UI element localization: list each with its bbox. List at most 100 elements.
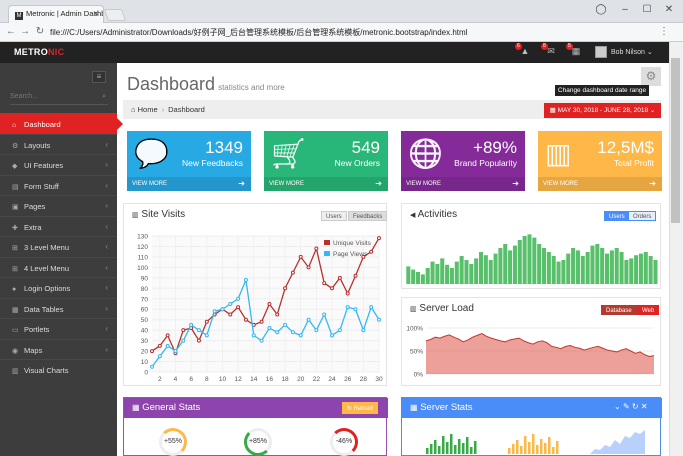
database-button[interactable]: Database <box>601 305 637 315</box>
y-tick-label: 30 <box>141 338 149 345</box>
sidebar-item-4-level-menu[interactable]: ⊞ 4 Level Menu ‹ <box>0 256 117 278</box>
user-menu[interactable]: Bob Nilson ⌄ <box>611 48 653 56</box>
sidebar-item-visual-charts[interactable]: ▥ Visual Charts <box>0 359 117 380</box>
sidebar-item-layouts[interactable]: ⚙ Layouts ‹ <box>0 133 117 155</box>
activities-portlet: ◀ Activities Users Orders <box>401 203 661 289</box>
avatar[interactable] <box>595 46 607 58</box>
browser-tab[interactable]: M Metronic | Admin Dashb ✕ <box>8 5 104 23</box>
view-more-link[interactable]: VIEW MORE ➔ <box>264 177 388 191</box>
sidebar-item-login-options[interactable]: ● Login Options ‹ <box>0 277 117 298</box>
x-tick-label: 24 <box>328 376 336 383</box>
scrollbar-thumb[interactable] <box>671 58 680 223</box>
activity-bar <box>580 256 585 284</box>
bar-chart-icon: ▥ <box>410 306 417 313</box>
chevron-left-icon: ‹ <box>105 324 108 333</box>
sparkline-bar <box>516 440 519 454</box>
activity-bar <box>464 260 469 284</box>
general-stats-header: ▦ General Stats <box>124 398 388 418</box>
data-point <box>259 338 264 343</box>
server-load-title-text: Server Load <box>419 303 474 314</box>
date-range-button[interactable]: ▦ MAY 30, 2018 - JUNE 28, 2018 ⌄ <box>544 103 661 118</box>
data-point <box>369 305 374 310</box>
web-button[interactable]: Web <box>637 305 660 315</box>
sidebar-item-ui-features[interactable]: ◆ UI Features ‹ <box>0 154 117 175</box>
gear-icon[interactable]: ⚙ <box>641 67 661 86</box>
activities-orders-button[interactable]: Orders <box>628 211 657 221</box>
y-tick-label: 20 <box>141 349 149 356</box>
activity-bar <box>585 252 590 284</box>
activity-bar <box>508 250 513 284</box>
tile-value: +89% <box>473 138 517 157</box>
minimize-button[interactable]: – <box>622 4 628 15</box>
activity-bar <box>527 234 532 284</box>
sparkline-bar <box>532 434 535 454</box>
data-point <box>330 333 335 338</box>
sidebar-item-extra[interactable]: ✚ Extra ‹ <box>0 215 117 237</box>
server-stats-title: Server Stats <box>420 402 473 413</box>
forward-icon[interactable]: → <box>20 26 30 37</box>
menu-icon[interactable]: ⋮ <box>659 26 669 37</box>
warning-icon[interactable]: ▲ 6 <box>515 43 530 56</box>
shopping-cart-icon: 🛒 <box>271 137 306 170</box>
sidebar-item-dashboard[interactable]: ⌂ Dashboard <box>0 113 123 134</box>
view-more-link[interactable]: VIEW MORE ➔ <box>127 177 251 191</box>
view-more-link[interactable]: VIEW MORE ➔ <box>401 177 525 191</box>
view-more-label: VIEW MORE <box>269 181 305 187</box>
maximize-button[interactable]: ☐ <box>642 4 652 15</box>
data-point <box>251 333 256 338</box>
sidebar-item-maps[interactable]: ◉ Maps ‹ <box>0 338 117 360</box>
chevron-down-icon[interactable]: ⌄ <box>614 402 621 411</box>
server-load-line <box>425 332 655 358</box>
breadcrumb-home[interactable]: Home <box>137 105 158 114</box>
sidebar-item-form-stuff[interactable]: ▤ Form Stuff ‹ <box>0 174 117 196</box>
pie-stat: +55% <box>159 428 187 456</box>
notification-badge: 6 <box>515 43 522 50</box>
url-field[interactable]: file:///C:/Users/Administrator/Downloads… <box>50 28 468 37</box>
sidebar-item-pages[interactable]: ▣ Pages ‹ <box>0 195 117 216</box>
sidebar-item-data-tables[interactable]: ▦ Data Tables ‹ <box>0 297 117 319</box>
wrench-icon[interactable]: ✎ <box>622 402 630 411</box>
calendar-icon[interactable]: ▦ 5 <box>566 43 581 56</box>
data-point <box>267 302 272 306</box>
envelope-icon[interactable]: ✉ 8 <box>541 43 555 56</box>
users-button[interactable]: Users <box>321 211 347 221</box>
file-icon: ▭ <box>12 327 19 334</box>
sidebar-toggle-button[interactable]: ≡ <box>92 71 106 83</box>
arrow-circle-right-icon: ➔ <box>375 179 382 188</box>
account-icon[interactable]: ◯ <box>595 4 607 15</box>
x-tick-label: 4 <box>174 376 178 383</box>
reload-button[interactable]: ↻ Reload <box>342 402 378 414</box>
logo-main: METRO <box>14 47 48 57</box>
chevron-left-icon: ‹ <box>105 262 108 272</box>
calendar-icon: ▦ <box>410 403 418 412</box>
activity-bar <box>522 236 527 284</box>
feedbacks-button[interactable]: Feedbacks <box>348 211 388 221</box>
reload-icon[interactable]: ↻ <box>35 26 45 37</box>
data-point <box>267 326 272 331</box>
sidebar-item-portlets[interactable]: ▭ Portlets ‹ <box>0 318 117 339</box>
view-more-link[interactable]: VIEW MORE ➔ <box>538 177 662 191</box>
activities-title-text: Activities <box>417 209 458 220</box>
search-icon[interactable]: ⌕ <box>102 93 106 100</box>
y-tick-label: 0% <box>414 372 424 379</box>
close-icon[interactable]: ✕ <box>640 402 648 411</box>
activity-bar <box>517 240 522 284</box>
refresh-icon[interactable]: ↻ <box>631 402 639 411</box>
close-window-button[interactable]: ✕ <box>664 4 674 15</box>
logo[interactable]: METRONIC <box>14 47 64 57</box>
activities-users-button[interactable]: Users <box>604 211 630 221</box>
sparkline-bar <box>540 439 543 454</box>
x-tick-label: 8 <box>205 376 209 383</box>
close-tab-icon[interactable]: ✕ <box>92 9 99 18</box>
activity-bar <box>488 260 493 284</box>
new-tab-button[interactable] <box>103 9 127 21</box>
data-point <box>157 354 162 359</box>
chevron-left-icon: ‹ <box>105 303 108 313</box>
back-icon[interactable]: ← <box>6 26 16 37</box>
arrow-circle-right-icon: ➔ <box>238 179 245 188</box>
sidebar-item-3-level-menu[interactable]: ⊞ 3 Level Menu ‹ <box>0 236 117 257</box>
map-marker-icon: ◉ <box>12 347 19 355</box>
data-point <box>196 328 201 333</box>
search-input[interactable]: Search... ⌕ <box>10 91 108 105</box>
